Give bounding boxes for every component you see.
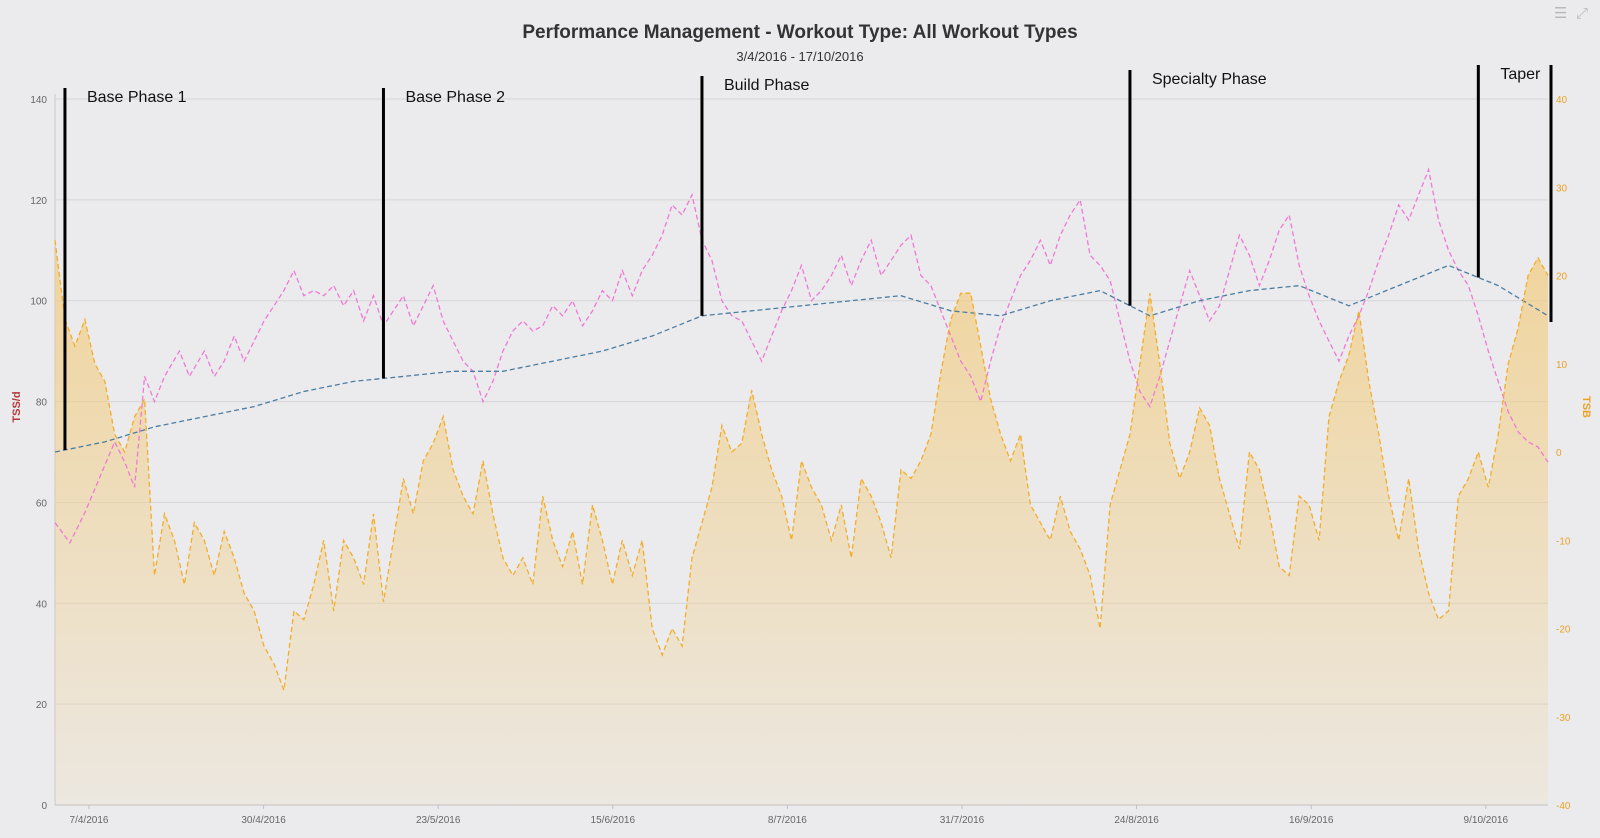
x-tick-label: 7/4/2016 [70,815,109,826]
x-tick-label: 24/8/2016 [1114,815,1159,826]
y-tick-right: 20 [1556,272,1568,283]
y-tick-left: 0 [41,801,47,812]
x-tick-label: 8/7/2016 [768,815,807,826]
y-axis-title-right: TSB [1580,396,1592,418]
x-tick-label: 30/4/2016 [241,815,286,826]
series-line-0 [54,167,1549,545]
y-tick-left: 140 [30,95,47,106]
y-axis-title-left: TSS/d [11,391,23,422]
x-tick-label: 31/7/2016 [940,815,985,826]
y-tick-right: -10 [1556,536,1571,547]
series-line-2 [54,240,1549,691]
y-tick-right: 0 [1556,448,1562,459]
y-tick-right: -40 [1556,801,1571,812]
y-tick-right: 40 [1556,95,1568,106]
phase-label: Base Phase 1 [87,89,187,106]
y-tick-right: -20 [1556,625,1571,636]
y-tick-left: 20 [36,700,48,711]
y-tick-left: 40 [36,599,48,610]
series-line-1 [54,264,1549,453]
phase-label: Specialty Phase [1152,71,1267,88]
x-tick-label: 15/6/2016 [591,815,636,826]
expand-icon[interactable]: ⤢ [1576,4,1589,22]
y-tick-right: 30 [1556,183,1568,194]
x-tick-label: 16/9/2016 [1289,815,1334,826]
menu-icon[interactable]: ☰ [1554,4,1568,22]
y-tick-left: 100 [30,297,47,308]
y-tick-left: 120 [30,196,47,207]
phase-label: Base Phase 2 [405,89,505,106]
x-tick-label: 9/10/2016 [1464,815,1509,826]
chart-title: Performance Management - Workout Type: A… [522,22,1078,43]
y-tick-right: 10 [1556,360,1568,371]
series-area-2 [55,240,1548,805]
y-tick-right: -30 [1556,713,1571,724]
chart-subtitle: 3/4/2016 - 17/10/2016 [736,49,864,64]
y-tick-left: 60 [36,498,48,509]
x-tick-label: 23/5/2016 [416,815,461,826]
phase-label: Build Phase [724,77,809,94]
y-tick-left: 80 [36,398,48,409]
phase-label: Taper [1500,66,1541,83]
